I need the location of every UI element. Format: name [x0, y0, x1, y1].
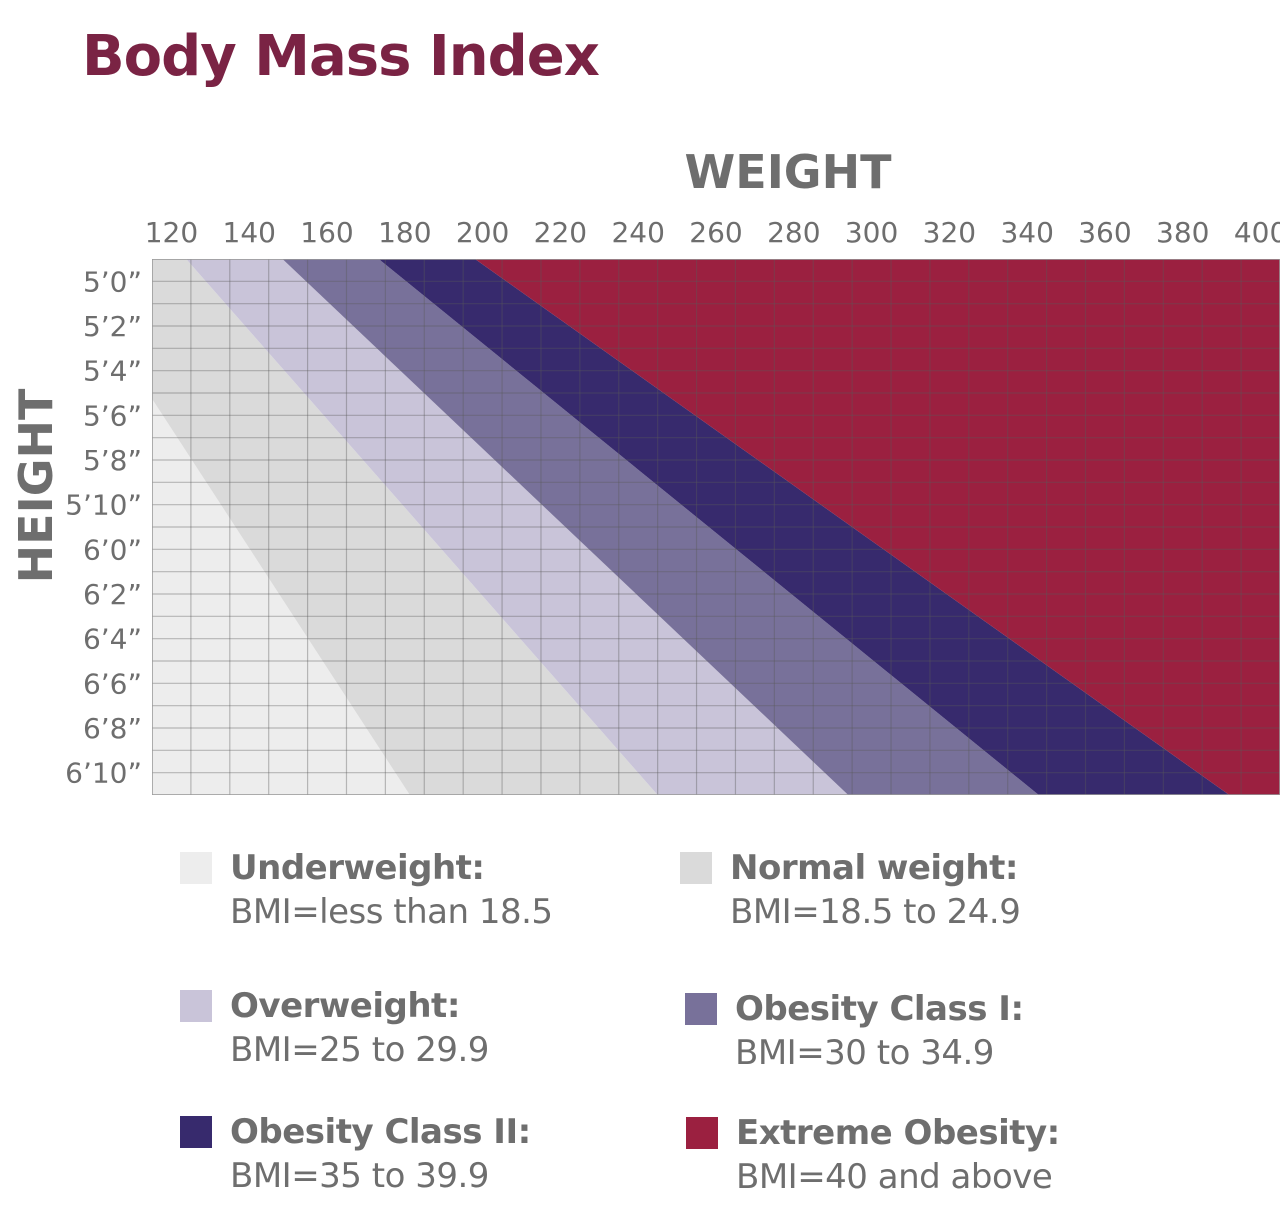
x-tick-label: 180 — [378, 216, 431, 249]
y-tick-label: 5’4” — [83, 355, 142, 388]
x-tick-label: 400 — [1234, 216, 1280, 249]
legend-category-range: BMI=18.5 to 24.9 — [730, 892, 1021, 932]
legend-swatch — [180, 1116, 212, 1148]
x-tick-label: 360 — [1078, 216, 1131, 249]
bmi-region-normal-weight — [152, 259, 658, 795]
legend-category-name: Obesity Class II: — [230, 1112, 531, 1152]
legend-category-range: BMI=40 and above — [736, 1157, 1053, 1197]
x-tick-label: 140 — [223, 216, 276, 249]
y-tick-label: 6’0” — [83, 533, 142, 566]
legend-swatch — [180, 990, 212, 1022]
legend-category-name: Obesity Class I: — [735, 989, 1024, 1029]
bmi-region-obesity-class-i — [282, 259, 1039, 795]
x-tick-label: 300 — [845, 216, 898, 249]
y-tick-label: 6’2” — [83, 578, 142, 611]
x-tick-label: 120 — [145, 216, 198, 249]
y-tick-label: 6’4” — [83, 623, 142, 656]
x-tick-label: 220 — [534, 216, 587, 249]
x-tick-label: 160 — [300, 216, 353, 249]
y-tick-label: 5’8” — [83, 444, 142, 477]
legend-category-range: BMI=less than 18.5 — [230, 892, 553, 932]
bmi-region-extreme-obesity — [475, 259, 1280, 795]
x-tick-label: 200 — [456, 216, 509, 249]
x-tick-label: 240 — [611, 216, 664, 249]
bmi-chart: WEIGHT HEIGHT 120 140 160 180 200 220 240 260 28… — [9, 145, 1280, 795]
y-tick-label: 6’10” — [65, 757, 142, 790]
bmi-region-overweight — [186, 259, 849, 795]
chart-title: Body Mass Index — [82, 24, 600, 89]
x-tick-label: 340 — [1000, 216, 1053, 249]
legend-category-name: Underweight: — [230, 848, 485, 888]
x-tick-label: 380 — [1156, 216, 1209, 249]
legend-category-name: Normal weight: — [730, 848, 1018, 888]
legend-swatch — [180, 852, 212, 884]
x-tick-label: 320 — [923, 216, 976, 249]
y-axis-label: HEIGHT — [9, 388, 63, 583]
y-tick-label: 6’8” — [83, 712, 142, 745]
legend-category-range: BMI=30 to 34.9 — [735, 1033, 994, 1073]
bmi-region-obesity-class-ii — [378, 259, 1230, 795]
y-tick-label: 5’10” — [65, 489, 142, 522]
x-tick-labels: 120 140 160 180 200 220 240 260 280 300 320 340 360 3… — [145, 216, 1280, 249]
y-tick-labels: 5’0” 5’2” 5’4” 5’6” 5’8” 5’10” 6’0” 6’2” 6’4” 6’6… — [65, 265, 142, 789]
y-tick-label: 5’0” — [83, 265, 142, 298]
x-tick-label: 260 — [689, 216, 742, 249]
y-tick-label: 6’6” — [83, 667, 142, 700]
legend-swatch — [680, 852, 712, 884]
legend-category-range: BMI=25 to 29.9 — [230, 1030, 489, 1070]
legend-swatch — [686, 1117, 718, 1149]
x-tick-label: 280 — [767, 216, 820, 249]
plot-area — [152, 259, 1280, 795]
y-tick-label: 5’6” — [83, 399, 142, 432]
legend-category-name: Extreme Obesity: — [736, 1113, 1060, 1153]
legend-swatch — [685, 993, 717, 1025]
x-axis-label: WEIGHT — [685, 145, 893, 199]
legend-category-name: Overweight: — [230, 986, 460, 1026]
legend-category-range: BMI=35 to 39.9 — [230, 1156, 489, 1196]
y-tick-label: 5’2” — [83, 310, 142, 343]
